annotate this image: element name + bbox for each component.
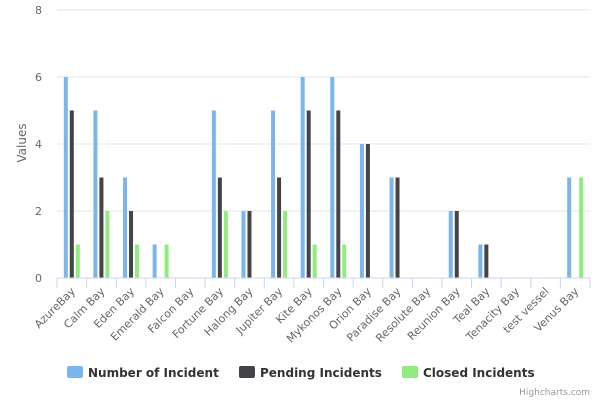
legend-item-pending-incidents[interactable]: Pending Incidents <box>239 366 382 380</box>
legend-item-closed-incidents[interactable]: Closed Incidents <box>402 366 535 380</box>
legend-item-number-of-incident[interactable]: Number of Incident <box>67 366 219 380</box>
bar-number-of-incident[interactable] <box>389 177 394 279</box>
bar-closed-incidents[interactable] <box>75 244 80 279</box>
y-tick-label: 4 <box>35 138 42 151</box>
bar-closed-incidents[interactable] <box>312 244 317 279</box>
bar-pending-incidents[interactable] <box>217 177 222 279</box>
bar-pending-incidents[interactable] <box>365 144 370 278</box>
bar-closed-incidents[interactable] <box>223 211 228 278</box>
bar-number-of-incident[interactable] <box>211 110 216 279</box>
bar-pending-incidents[interactable] <box>454 211 459 278</box>
y-axis-ticks: 0 2 4 6 8 <box>35 4 42 285</box>
legend: Number of Incident Pending Incidents Close… <box>67 366 535 380</box>
bar-closed-incidents[interactable] <box>164 244 169 279</box>
bar-closed-incidents[interactable] <box>342 244 347 279</box>
bar-pending-incidents[interactable] <box>336 110 341 279</box>
bar-closed-incidents[interactable] <box>135 244 140 279</box>
bar-number-of-incident[interactable] <box>448 211 453 278</box>
bar-number-of-incident[interactable] <box>63 77 68 278</box>
bars <box>63 77 584 279</box>
bar-number-of-incident[interactable] <box>359 144 364 278</box>
bar-number-of-incident[interactable] <box>567 177 572 279</box>
bar-number-of-incident[interactable] <box>123 177 128 279</box>
legend-label: Closed Incidents <box>423 366 535 380</box>
bar-number-of-incident[interactable] <box>478 244 483 279</box>
y-axis-title: Values <box>15 123 29 162</box>
credits-link[interactable]: Highcharts.com <box>519 388 590 398</box>
y-tick-label: 0 <box>35 272 42 285</box>
bar-number-of-incident[interactable] <box>330 77 335 278</box>
bar-pending-incidents[interactable] <box>395 177 400 279</box>
bar-number-of-incident[interactable] <box>241 211 246 278</box>
bar-pending-incidents[interactable] <box>69 110 74 279</box>
legend-label: Number of Incident <box>88 366 219 380</box>
bar-closed-incidents[interactable] <box>105 211 110 278</box>
bar-number-of-incident[interactable] <box>300 77 305 278</box>
bar-number-of-incident[interactable] <box>152 244 157 279</box>
bar-pending-incidents[interactable] <box>129 211 134 278</box>
legend-label: Pending Incidents <box>260 366 382 380</box>
bar-pending-incidents[interactable] <box>484 244 489 279</box>
legend-swatch <box>402 366 418 378</box>
x-axis-ticks <box>56 278 591 288</box>
bar-pending-incidents[interactable] <box>277 177 282 279</box>
bar-number-of-incident[interactable] <box>93 110 98 279</box>
gridlines <box>57 9 590 212</box>
y-tick-label: 8 <box>35 4 42 17</box>
bar-pending-incidents[interactable] <box>99 177 104 279</box>
y-tick-label: 6 <box>35 71 42 84</box>
bar-number-of-incident[interactable] <box>271 110 276 279</box>
bar-closed-incidents[interactable] <box>579 177 584 279</box>
bar-pending-incidents[interactable] <box>306 110 311 279</box>
y-tick-label: 2 <box>35 205 42 218</box>
legend-swatch <box>67 366 83 378</box>
bar-pending-incidents[interactable] <box>247 211 252 278</box>
legend-swatch <box>239 366 255 378</box>
bar-closed-incidents[interactable] <box>283 211 288 278</box>
